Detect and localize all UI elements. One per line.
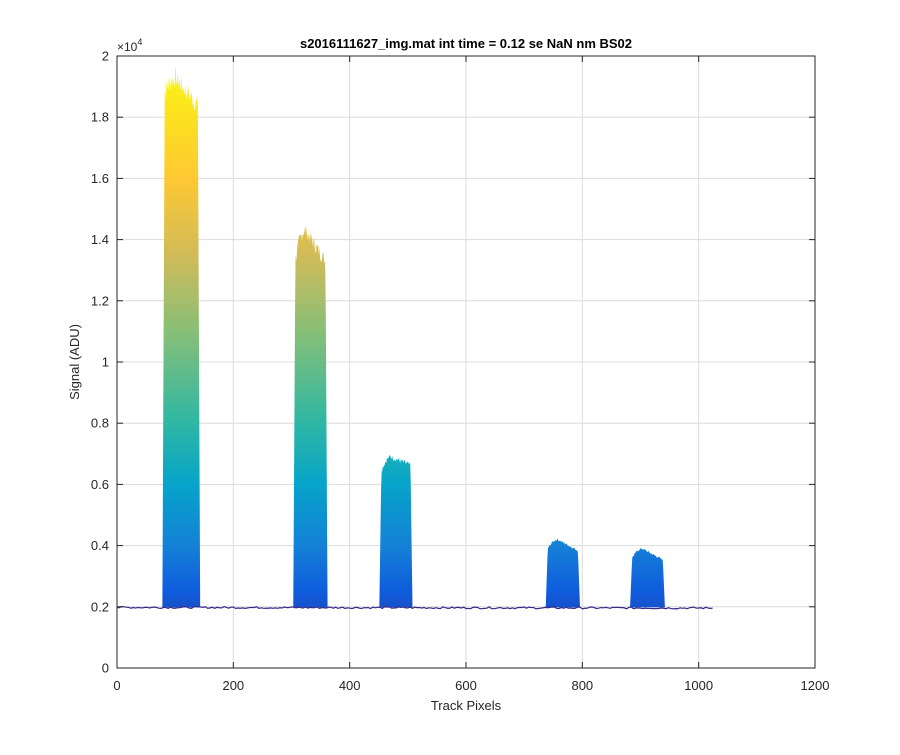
y-tick-label: 0.6 — [91, 477, 109, 492]
x-tick-label: 0 — [113, 678, 120, 693]
baseline-trace — [116, 605, 713, 610]
x-tick-label: 600 — [455, 678, 477, 693]
x-axis-label: Track Pixels — [431, 698, 502, 713]
y-tick-label: 1.8 — [91, 110, 109, 125]
labels: s2016111627_img.mat int time = 0.12 se N… — [67, 36, 632, 713]
y-tick-label: 0 — [102, 661, 109, 676]
x-tick-label: 1000 — [684, 678, 713, 693]
y-tick-label: 1 — [102, 355, 109, 370]
axes: 0 200 400 600 800 1000 1200 0 0.2 0.4 0.6 0.8 1 1.2 1.… — [91, 49, 830, 694]
y-tick-label: 1.4 — [91, 232, 109, 247]
y-tick-label: 0.8 — [91, 416, 109, 431]
peak-1 — [161, 67, 201, 608]
x-tick-label: 800 — [571, 678, 593, 693]
x-tick-label: 200 — [222, 678, 244, 693]
y-exponent-label: ×104 — [117, 37, 142, 54]
peak-5 — [629, 547, 666, 608]
x-tick-label: 1200 — [801, 678, 830, 693]
y-tick-label: 0.2 — [91, 599, 109, 614]
y-tick-label: 1.6 — [91, 171, 109, 186]
y-tick-label: 1.2 — [91, 293, 109, 308]
y-axis-label: Signal (ADU) — [67, 324, 82, 400]
y-exponent-base: ×10 — [117, 40, 138, 54]
y-exponent-power: 4 — [137, 37, 142, 47]
y-tick-label: 0.4 — [91, 538, 109, 553]
peak-2 — [292, 225, 329, 608]
y-tick-label: 2 — [102, 49, 109, 64]
data-layer — [116, 67, 713, 610]
chart-title: s2016111627_img.mat int time = 0.12 se N… — [300, 36, 632, 51]
peak-4 — [545, 538, 581, 608]
x-tick-label: 400 — [339, 678, 361, 693]
peak-3 — [378, 454, 414, 608]
